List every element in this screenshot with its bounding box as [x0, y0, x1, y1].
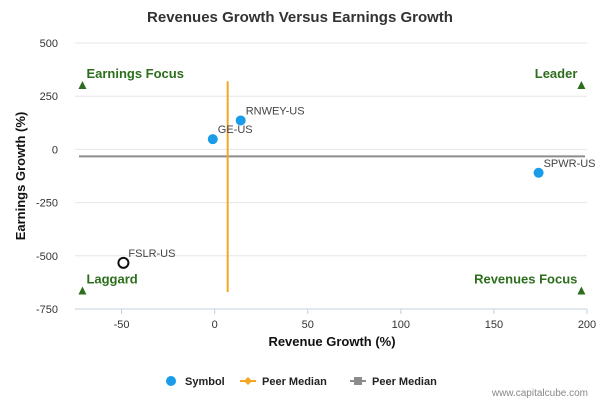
data-point: [207, 134, 218, 145]
data-point-label: FSLR-US: [128, 248, 175, 260]
y-tick-label: -500: [36, 251, 58, 263]
y-tick-label: 0: [52, 144, 58, 156]
x-tick-label: 200: [578, 319, 596, 331]
legend-item-label: Peer Median: [262, 376, 327, 388]
x-axis-title: Revenue Growth (%): [268, 334, 395, 349]
quadrant-marker: [78, 80, 87, 89]
y-tick-label: -250: [36, 198, 58, 210]
x-tick-label: 150: [485, 319, 503, 331]
quadrant-label: Earnings Focus: [86, 66, 184, 81]
data-point: [235, 115, 246, 126]
x-tick-label: 100: [392, 319, 410, 331]
legend-symbol-marker: [166, 376, 176, 386]
x-tick-label: 0: [212, 319, 218, 331]
quadrant-marker: [577, 80, 586, 89]
quadrant-marker: [78, 286, 87, 295]
x-tick-label: 50: [302, 319, 314, 331]
quadrant-marker: [577, 286, 586, 295]
data-point: [117, 256, 130, 269]
data-point-label: SPWR-US: [544, 158, 596, 170]
data-point-label: GE-US: [218, 124, 253, 136]
data-point: [533, 167, 544, 178]
legend-diamond-marker: [244, 377, 252, 385]
chart-title: Revenues Growth Versus Earnings Growth: [147, 9, 453, 26]
quadrant-label: Leader: [535, 66, 578, 81]
legend-square-marker: [354, 377, 362, 385]
data-point-label: RNWEY-US: [246, 105, 305, 117]
y-tick-label: -750: [36, 304, 58, 316]
quadrant-label: Laggard: [86, 272, 137, 287]
y-tick-label: 250: [40, 91, 58, 103]
legend-item-label: Peer Median: [372, 376, 437, 388]
legend-item-label: Symbol: [185, 376, 225, 388]
y-tick-label: 500: [40, 38, 58, 50]
credit-text: www.capitalcube.com: [491, 388, 588, 399]
x-tick-label: -50: [114, 319, 130, 331]
y-axis-title: Earnings Growth (%): [13, 112, 28, 241]
quadrant-label: Revenues Focus: [474, 272, 577, 287]
legend: Symbol Peer Median Peer Median: [166, 376, 437, 388]
